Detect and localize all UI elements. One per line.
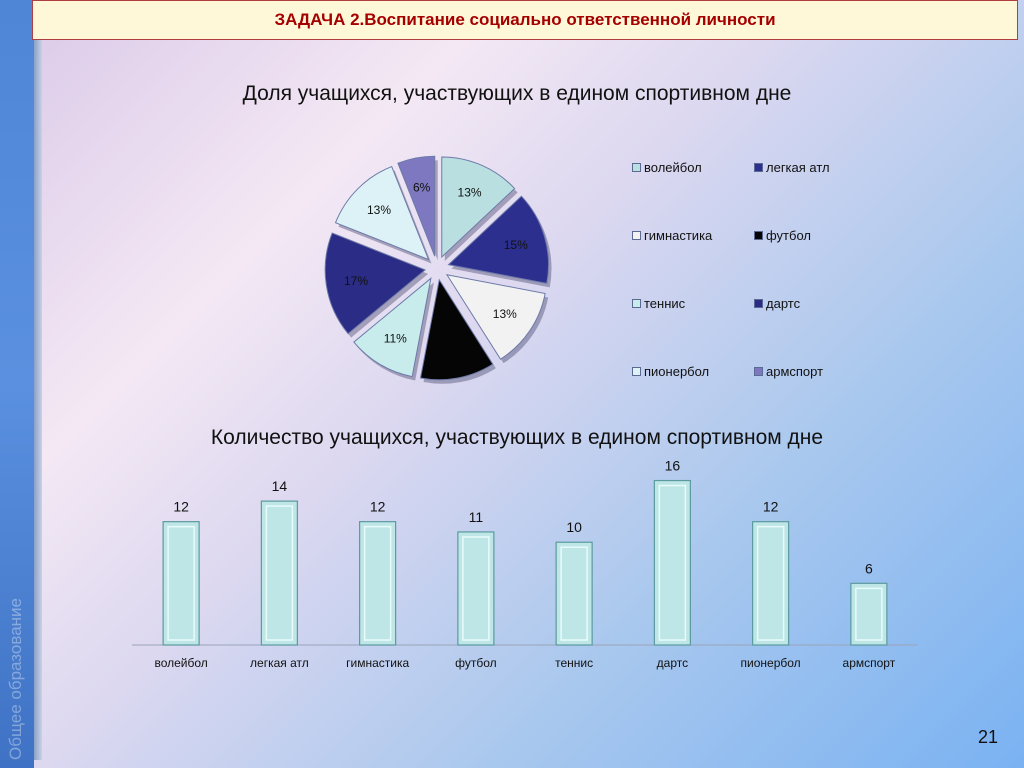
legend-swatch [754, 163, 763, 172]
legend-label: футбол [766, 228, 811, 243]
pie-slice-волейбол [441, 156, 516, 259]
legend-swatch [632, 367, 641, 376]
legend-label: гимнастика [644, 228, 713, 243]
bar-chart-title: Количество учащихся, участвующих в едино… [210, 426, 824, 449]
pie-legend: волейбол легкая атл гимнастика футбол теннис… [632, 160, 862, 390]
pie-data-label: 13% [458, 186, 482, 200]
legend-swatch [754, 231, 763, 240]
legend-label: армспорт [766, 364, 824, 379]
side-strip-shade [34, 40, 42, 760]
page-number: 21 [977, 727, 998, 747]
legend-label: легкая атл [766, 160, 830, 175]
side-strip [0, 0, 34, 768]
legend-item-футбол: футбол [754, 228, 811, 243]
pie-slice-теннис [353, 277, 432, 378]
legend-swatch [754, 367, 763, 376]
pie-slice-дартс [324, 232, 427, 335]
legend-swatch [754, 299, 763, 308]
pie-data-label: 11% [384, 332, 407, 346]
legend-item-дартс: дартс [754, 296, 800, 311]
pie-slice-гимнастика [445, 274, 546, 360]
pie-data-label: 17% [344, 274, 368, 288]
pie-slice-пионербол [334, 165, 430, 261]
pie-slice-легкая атл [447, 195, 549, 284]
pie-data-label: 13% [493, 307, 517, 321]
header-bar: ЗАДАЧА 2.Воспитание социально ответствен… [32, 0, 1018, 40]
legend-label: теннис [644, 296, 686, 311]
legend-swatch [632, 163, 641, 172]
pie-data-label: 15% [504, 238, 528, 252]
legend-swatch [632, 299, 641, 308]
pie-data-label: 13% [367, 203, 391, 217]
legend-item-легкая атл: легкая атл [754, 160, 830, 175]
legend-label: пионербол [644, 364, 710, 379]
pie-data-label: 6% [413, 180, 431, 194]
pie-chart-title: Доля учащихся, участвующих в едином спор… [242, 82, 792, 105]
page-title: ЗАДАЧА 2.Воспитание социально ответствен… [274, 10, 776, 29]
legend-item-теннис: теннис [632, 296, 685, 311]
legend-item-армспорт: армспорт [754, 364, 823, 379]
legend-label: дартс [766, 296, 801, 311]
legend-item-гимнастика: гимнастика [632, 228, 712, 243]
legend-item-волейбол: волейбол [632, 160, 702, 175]
pie-slice-армспорт [397, 155, 436, 257]
legend-item-пионербол: пионербол [632, 364, 709, 379]
legend-label: волейбол [644, 160, 702, 175]
pie-slice-футбол [419, 278, 494, 381]
legend-swatch [632, 231, 641, 240]
